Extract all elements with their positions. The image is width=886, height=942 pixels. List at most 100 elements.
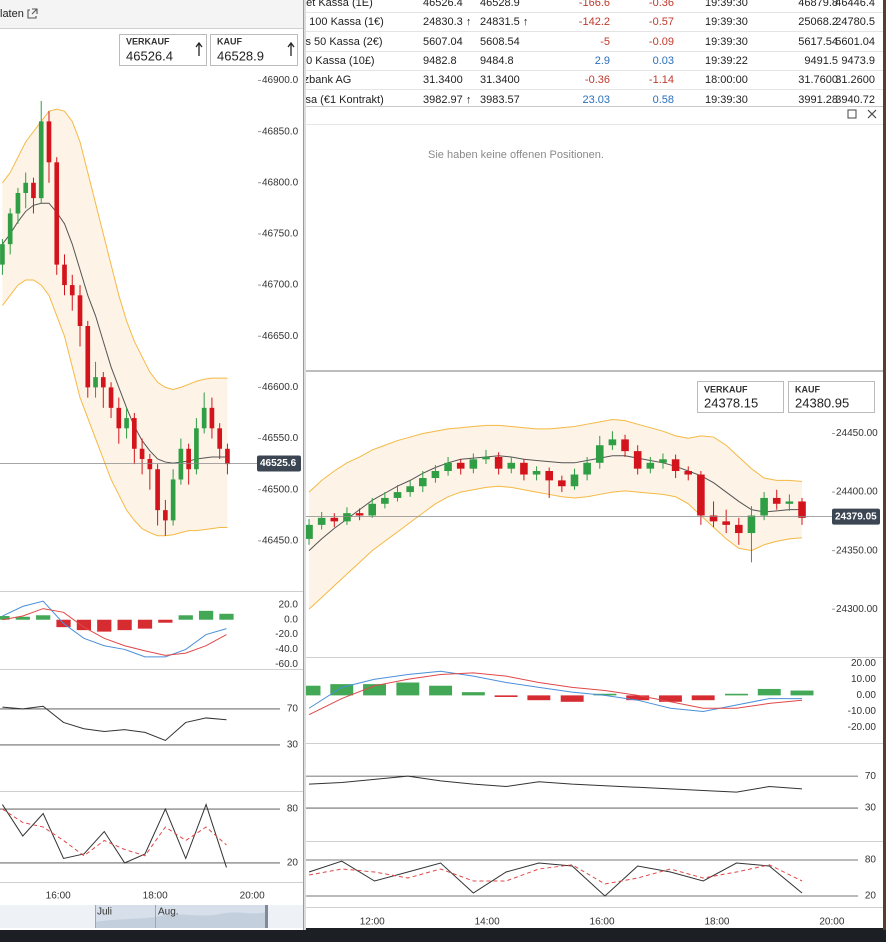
candle-body bbox=[406, 486, 414, 493]
candle-body bbox=[217, 428, 223, 449]
maximize-button[interactable] bbox=[847, 109, 857, 119]
candle-body bbox=[469, 459, 478, 469]
indicator-line bbox=[308, 775, 803, 793]
navigator-handle[interactable] bbox=[265, 905, 268, 928]
candle-body bbox=[482, 456, 490, 460]
y-tick-label: 46450.0 bbox=[262, 535, 299, 546]
candle-body bbox=[772, 497, 781, 504]
indicator-line bbox=[308, 672, 803, 716]
last-price-label: 46525.6 bbox=[260, 458, 297, 469]
candle-body bbox=[69, 285, 75, 296]
candle-body bbox=[646, 462, 655, 469]
table-cell: 0.58 bbox=[653, 94, 674, 106]
candle-body bbox=[671, 459, 680, 472]
navigator-label: Juli bbox=[97, 907, 112, 918]
candle-body bbox=[209, 407, 215, 429]
table-cell: 46528.9 bbox=[480, 0, 520, 9]
bollinger-line bbox=[308, 418, 803, 493]
close-button[interactable] bbox=[867, 109, 877, 119]
table-cell: 24831.5 ↑ bbox=[480, 16, 528, 28]
x-tick-label: 12:00 bbox=[360, 917, 385, 928]
macd-histogram-bar bbox=[198, 610, 214, 620]
instrument-table: eet Kassa (1E) 46526.4 46528.9 -166.6 -0.36 1… bbox=[300, 0, 883, 110]
navigator-label: Aug. bbox=[158, 907, 179, 918]
macd-histogram-bar bbox=[0, 616, 10, 620]
candle-body bbox=[381, 497, 389, 504]
macd-histogram-bar bbox=[757, 688, 781, 696]
candle-body bbox=[23, 182, 29, 193]
candle-body bbox=[62, 264, 67, 286]
y-tick-label: 24450.00 bbox=[836, 428, 878, 439]
navigator-series bbox=[95, 912, 267, 928]
y-tick-label: 20 bbox=[865, 891, 877, 902]
buy-box[interactable] bbox=[788, 381, 875, 413]
candle-body bbox=[659, 459, 667, 463]
candle-body bbox=[186, 448, 191, 470]
table-cell: 2.9 bbox=[595, 55, 610, 67]
candle-body bbox=[108, 387, 114, 408]
candle-body bbox=[393, 492, 402, 498]
buy-box[interactable] bbox=[210, 34, 298, 66]
table-cell: 3983.57 bbox=[480, 94, 520, 106]
candle-body bbox=[558, 480, 566, 487]
candle-body bbox=[418, 478, 427, 487]
macd-histogram-bar bbox=[363, 684, 386, 696]
macd-histogram-bar bbox=[725, 693, 748, 696]
y-tick-label: 30 bbox=[287, 740, 299, 751]
table-cell: 31.3400 bbox=[480, 74, 520, 86]
instrument-name[interactable]: rzbank AG bbox=[300, 74, 351, 86]
candle-body bbox=[785, 501, 794, 504]
y-tick-label: 24300.00 bbox=[836, 604, 878, 615]
table-cell: 19:39:22 bbox=[705, 55, 748, 67]
buy-label: KAUF bbox=[217, 36, 242, 46]
table-cell: 9473.9 bbox=[841, 55, 875, 67]
candle-body bbox=[305, 524, 313, 539]
table-cell: -0.36 bbox=[585, 74, 610, 86]
table-cell: -5 bbox=[600, 36, 610, 48]
table-cell: 25068.2 bbox=[798, 16, 838, 28]
y-tick-label: -60.0 bbox=[275, 659, 298, 670]
candle-body bbox=[93, 377, 98, 388]
candle-body bbox=[194, 428, 199, 470]
candle-body bbox=[722, 521, 730, 525]
x-tick-label: 18:00 bbox=[704, 917, 729, 928]
candle-body bbox=[595, 445, 604, 463]
candle-body bbox=[709, 515, 718, 522]
instrument-name[interactable]: 00 Kassa (10£) bbox=[300, 55, 375, 67]
candle-body bbox=[85, 326, 91, 388]
y-tick-label: 80 bbox=[865, 855, 877, 866]
quote-box: VERKAUF 46526.4 KAUF 46528.9 bbox=[119, 34, 298, 66]
instrument-name[interactable]: n 100 Kassa (1€) bbox=[300, 16, 384, 28]
table-cell: 9482.8 bbox=[423, 55, 457, 67]
y-tick-label: -20.0 bbox=[275, 629, 298, 640]
right-area: eet Kassa (1E) 46526.4 46528.9 -166.6 -0.36 1… bbox=[300, 0, 883, 928]
candle-body bbox=[317, 517, 326, 525]
instrument-name[interactable]: ssa (€1 Kontrakt) bbox=[300, 94, 384, 106]
bollinger-line bbox=[308, 485, 803, 610]
x-tick-label: 20:00 bbox=[240, 891, 265, 902]
y-tick-label: 46650.0 bbox=[262, 331, 299, 342]
macd-histogram-bar bbox=[790, 690, 814, 696]
y-tick-label: 46850.0 bbox=[262, 126, 299, 137]
macd-histogram-bar bbox=[76, 619, 92, 631]
external-link-icon[interactable] bbox=[27, 8, 38, 19]
candle-body bbox=[54, 162, 60, 265]
candle-body bbox=[507, 462, 516, 469]
candle-body bbox=[201, 407, 207, 429]
table-cell: 19:39:30 bbox=[705, 94, 748, 106]
x-tick-label: 20:00 bbox=[819, 917, 844, 928]
macd-histogram-bar bbox=[117, 619, 132, 631]
table-cell: 24830.3 ↑ bbox=[423, 16, 471, 28]
empty-message: Sie haben keine offenen Positionen. bbox=[428, 149, 604, 161]
instrument-name[interactable]: eet Kassa (1E) bbox=[300, 0, 373, 9]
candle-body bbox=[225, 448, 230, 465]
y-tick-label: 0.00 bbox=[857, 690, 877, 701]
sell-box[interactable] bbox=[697, 381, 784, 413]
instrument-name[interactable]: ks 50 Kassa (2€) bbox=[300, 36, 383, 48]
up-arrow-icon bbox=[195, 41, 203, 56]
candle-body bbox=[100, 377, 106, 388]
sell-box[interactable] bbox=[119, 34, 207, 66]
buy-label: KAUF bbox=[795, 384, 820, 394]
macd-histogram-bar bbox=[97, 619, 112, 632]
candle-body bbox=[38, 121, 44, 199]
